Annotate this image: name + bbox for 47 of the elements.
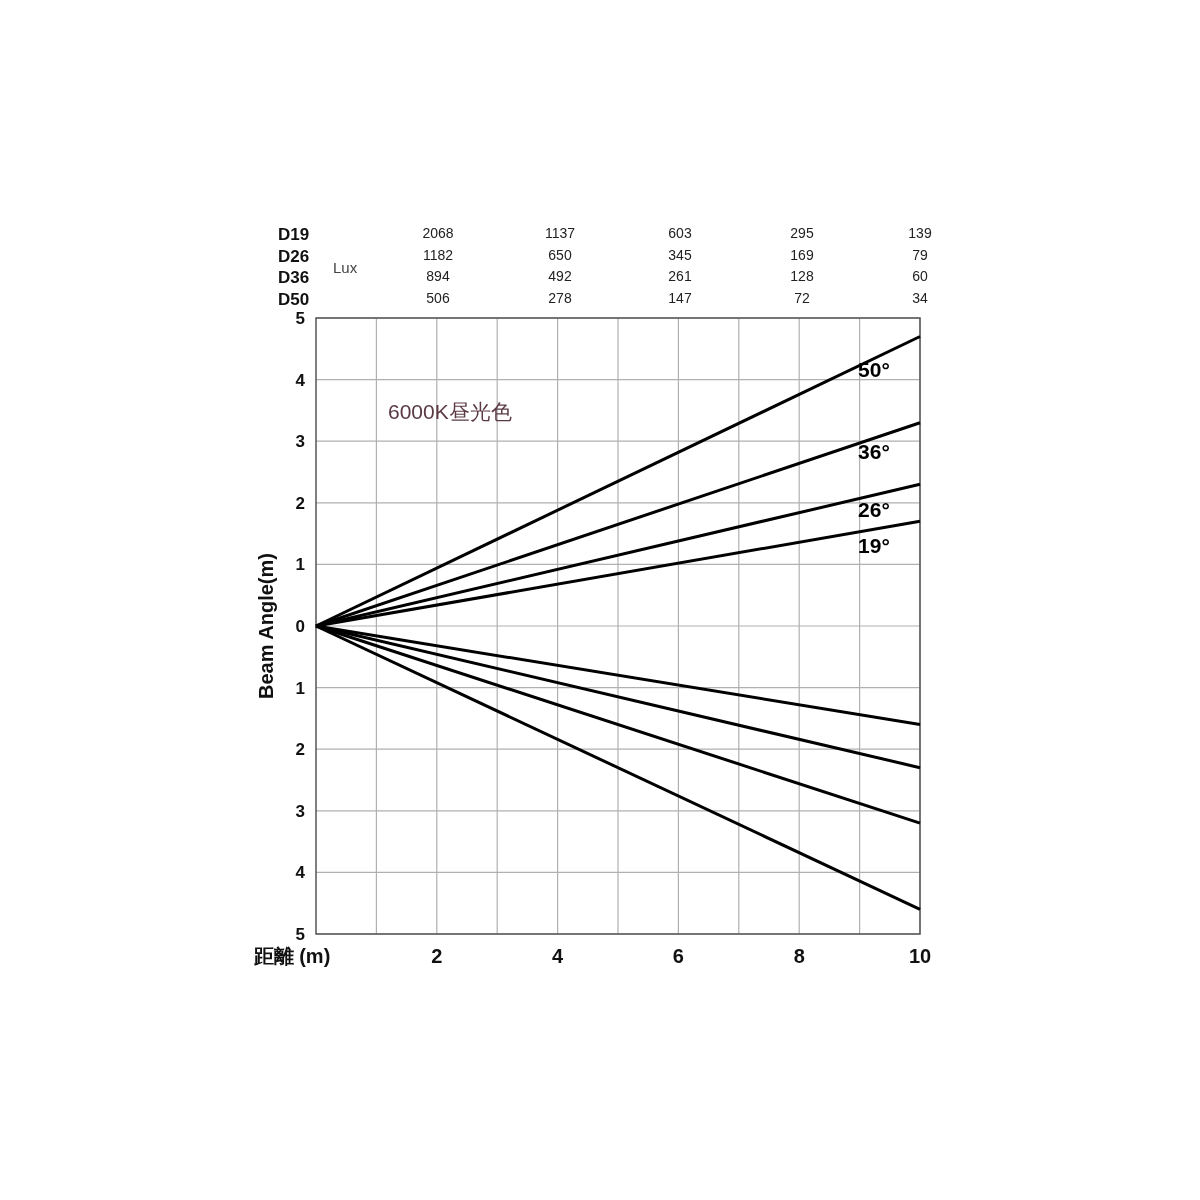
x-tick-label: 4 xyxy=(552,945,565,967)
y-tick-label: 0 xyxy=(295,617,305,636)
text: 261 xyxy=(668,268,692,284)
y-tick-label: 3 xyxy=(295,432,305,452)
series-label: 36° xyxy=(858,439,890,463)
y-tick-label: 1 xyxy=(295,555,305,575)
text: 1137 xyxy=(544,225,576,241)
text: 894 xyxy=(426,268,450,284)
text: 147 xyxy=(668,289,692,306)
series-label: 19° xyxy=(858,533,890,557)
y-tick-label: 4 xyxy=(295,370,306,390)
text: D36 xyxy=(278,268,310,287)
text: 278 xyxy=(548,289,572,306)
annotation: 6000K昼光色 xyxy=(388,400,512,423)
text: 79 xyxy=(912,246,928,263)
y-axis-title: Beam Angle(m) xyxy=(255,553,277,699)
y-tick-label: 2 xyxy=(295,493,305,513)
text: 345 xyxy=(668,246,692,263)
text: 603 xyxy=(668,225,692,241)
series-label: 26° xyxy=(858,498,890,522)
text: D50 xyxy=(278,289,310,309)
y-tick-label: 4 xyxy=(295,863,306,883)
text: Lux xyxy=(333,259,358,277)
y-tick-label: 2 xyxy=(295,740,305,760)
text: 34 xyxy=(912,289,928,306)
x-tick-label: 10 xyxy=(908,945,932,967)
x-tick-label: 8 xyxy=(793,945,805,967)
text: 128 xyxy=(790,268,814,284)
y-tick-label: 5 xyxy=(295,309,305,328)
text: D26 xyxy=(278,246,310,266)
x-tick-label: 2 xyxy=(431,945,443,967)
y-tick-label: 3 xyxy=(295,801,305,821)
text: D19 xyxy=(278,225,310,244)
y-tick-label: 1 xyxy=(295,678,305,698)
text: 2068 xyxy=(422,225,454,241)
text: 169 xyxy=(790,246,814,263)
text: 60 xyxy=(912,268,928,284)
text: 492 xyxy=(548,268,572,284)
text: 139 xyxy=(908,225,932,241)
y-tick-label: 5 xyxy=(295,925,305,944)
text: 650 xyxy=(548,246,572,263)
text: 1182 xyxy=(422,246,454,263)
x-tick-label: 6 xyxy=(672,945,684,967)
x-axis-title: 距離 (m) xyxy=(252,945,331,967)
text: 72 xyxy=(794,289,810,306)
text: 295 xyxy=(790,225,814,241)
text: 506 xyxy=(426,289,450,306)
